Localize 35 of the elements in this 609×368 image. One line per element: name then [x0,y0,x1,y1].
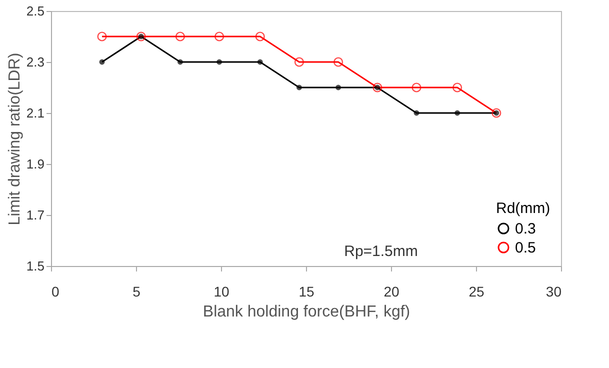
point [216,59,222,65]
point [414,110,420,116]
point [412,82,422,92]
x-tick-label: 30 [546,284,562,300]
point [334,57,344,67]
point [175,32,185,42]
point [255,32,265,42]
legend-label: 0.5 [515,240,536,256]
y-tick-label: 2.1 [26,106,44,120]
x-tick-label: 20 [384,284,400,300]
point [257,59,263,65]
point [454,110,460,116]
x-tick-label: 0 [52,284,60,300]
x-axis-title: Blank holding force(BHF, kgf) [202,304,410,320]
y-tick-label: 1.9 [26,156,44,172]
y-tick-label: 1.5 [26,258,44,274]
point [452,82,462,92]
y-tick-label: 2.5 [26,4,44,18]
x-tick-label: 10 [214,284,230,300]
point [294,57,304,67]
y-axis-title: Limit drawing ratio(LDR) [6,52,24,226]
point [296,84,302,90]
point [214,32,224,42]
x-tick-label: 5 [132,284,141,300]
x-tick-label: 25 [468,284,484,300]
legend-label: 0.3 [515,220,536,238]
annotation: Rp=1.5mm [344,243,418,260]
legend-title: Rd(mm) [496,200,550,217]
y-tick-label: 1.7 [26,208,44,222]
point [99,59,105,65]
point [177,59,183,65]
x-tick-label: 15 [298,284,314,300]
point [336,84,342,90]
y-tick-label: 2.3 [26,54,44,70]
point [97,32,107,42]
